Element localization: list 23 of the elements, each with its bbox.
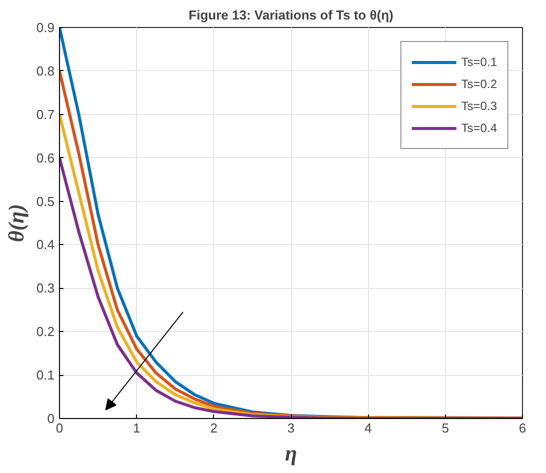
- x-axis-title: η: [284, 440, 298, 466]
- legend-label: Ts=0.4: [461, 121, 497, 135]
- y-tick-label: 0.3: [36, 280, 55, 296]
- y-tick-label: 0.7: [36, 106, 55, 122]
- y-tick-label: 0.9: [36, 20, 55, 35]
- y-axis-title: θ(η): [3, 204, 28, 242]
- x-tick-label: 4: [364, 420, 372, 436]
- chart-title: Figure 13: Variations of Ts to θ(η): [188, 8, 394, 22]
- legend-label: Ts=0.3: [461, 99, 497, 113]
- x-tick-label: 6: [518, 420, 526, 436]
- y-tick-label: 0.8: [36, 63, 55, 78]
- x-tick-label: 1: [133, 420, 140, 436]
- y-tick-label: 0.2: [36, 324, 55, 340]
- y-tick-label: 0.1: [36, 368, 55, 383]
- x-tick-label: 2: [210, 420, 218, 436]
- y-tick-label: 0.5: [36, 194, 55, 209]
- legend-label: Ts=0.2: [461, 77, 497, 91]
- y-tick-label: 0.4: [36, 237, 55, 252]
- y-tick-label: 0.6: [36, 150, 55, 166]
- legend-label: Ts=0.1: [461, 55, 497, 69]
- x-tick-label: 5: [442, 420, 449, 436]
- x-tick-label: 3: [287, 420, 295, 436]
- y-tick-label: 0: [47, 411, 55, 426]
